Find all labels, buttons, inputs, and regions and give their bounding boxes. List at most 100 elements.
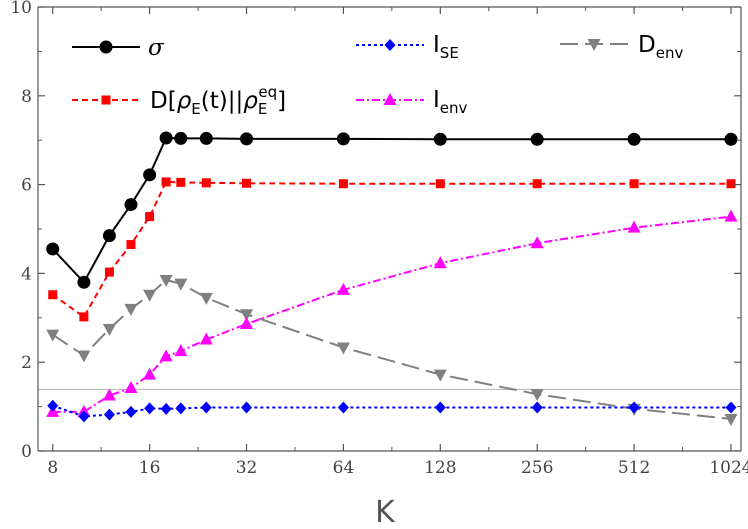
data-point — [433, 369, 447, 382]
data-point — [241, 401, 253, 414]
data-point — [77, 275, 91, 289]
data-point — [435, 179, 445, 189]
data-point — [240, 309, 254, 322]
x-tick-label: 256 — [521, 458, 553, 478]
data-point — [46, 242, 60, 256]
data-point — [433, 256, 447, 269]
data-point — [124, 380, 138, 393]
legend-label-sigma: σ — [148, 35, 165, 61]
data-point — [531, 401, 543, 414]
x-axis-title: K — [375, 495, 396, 529]
data-point — [78, 410, 90, 423]
data-point — [240, 317, 254, 330]
data-point — [724, 414, 738, 427]
data-point — [160, 402, 172, 415]
data-point — [627, 220, 641, 233]
data-point — [336, 132, 350, 146]
data-point — [338, 179, 348, 189]
data-point — [144, 402, 156, 415]
data-point — [174, 344, 188, 357]
data-point — [47, 399, 59, 412]
data-point — [200, 401, 212, 414]
data-point — [724, 209, 738, 222]
data-point — [159, 349, 173, 362]
data-point — [124, 303, 138, 316]
data-point — [102, 229, 116, 243]
data-point — [143, 168, 157, 182]
legend-label-denv: Denv — [638, 32, 683, 62]
data-point — [434, 401, 446, 414]
data-point — [530, 236, 544, 249]
x-tick-label: 1024 — [709, 458, 748, 478]
legend-label-ise: ISE — [433, 32, 459, 62]
data-point — [530, 389, 544, 402]
data-point — [159, 131, 173, 145]
data-point — [124, 198, 138, 212]
data-point — [336, 342, 350, 355]
data-point — [46, 329, 60, 342]
data-point — [433, 132, 447, 146]
x-tick-label: 32 — [236, 458, 258, 478]
data-point — [530, 132, 544, 146]
legend: σ D[ρE(t)||ρEeq] ISE Ienv Denv — [72, 32, 683, 118]
data-point — [103, 408, 115, 421]
data-point — [726, 179, 736, 189]
data-point — [199, 292, 213, 305]
x-tick-label: 128 — [424, 458, 456, 478]
legend-marker — [99, 40, 113, 54]
data-point — [125, 405, 137, 418]
x-tick-label: 8 — [47, 458, 58, 478]
data-point — [79, 312, 89, 322]
data-point — [104, 267, 114, 277]
x-tick-label: 512 — [618, 458, 650, 478]
legend-marker — [101, 95, 111, 105]
series-layer — [46, 131, 738, 427]
data-point — [174, 278, 188, 291]
x-tick-label: 64 — [333, 458, 355, 478]
data-point — [199, 131, 213, 145]
x-tick-label: 16 — [139, 458, 161, 478]
legend-marker — [587, 39, 601, 51]
data-point — [532, 179, 542, 189]
data-point — [628, 401, 640, 414]
data-point — [143, 289, 157, 302]
data-point — [48, 290, 58, 300]
data-point — [145, 212, 155, 222]
data-point — [627, 132, 641, 146]
data-point — [175, 402, 187, 415]
y-tick-label: 6 — [21, 176, 32, 196]
y-tick-label: 4 — [21, 264, 32, 284]
y-tick-label: 2 — [21, 353, 32, 373]
ticks-layer: 0 2 4 6 8 10 8 16 32 64 128 256 512 1024 — [10, 0, 748, 478]
series-0 — [46, 131, 738, 289]
data-point — [176, 177, 186, 187]
data-point — [725, 401, 737, 414]
legend-label-relative-entropy: D[ρE(t)||ρEeq] — [150, 83, 286, 118]
y-tick-label: 10 — [10, 0, 32, 18]
series-line — [52, 215, 732, 413]
series-1 — [48, 177, 736, 322]
data-point — [161, 177, 171, 187]
data-point — [102, 323, 116, 336]
data-point — [102, 388, 116, 401]
data-point — [201, 178, 211, 188]
legend-marker — [383, 93, 397, 105]
data-point — [242, 178, 252, 188]
data-point — [337, 401, 349, 414]
data-point — [199, 332, 213, 345]
data-point — [126, 240, 136, 250]
data-point — [240, 132, 254, 146]
data-point — [143, 367, 157, 380]
data-point — [159, 275, 173, 288]
legend-label-ienv: Ienv — [433, 87, 468, 117]
y-tick-label: 0 — [21, 442, 32, 462]
legend-marker — [384, 39, 396, 51]
y-tick-label: 8 — [21, 87, 32, 107]
series-2 — [47, 399, 737, 423]
data-point — [77, 350, 91, 363]
data-point — [724, 132, 738, 146]
data-point — [174, 131, 188, 145]
data-point — [629, 179, 639, 189]
